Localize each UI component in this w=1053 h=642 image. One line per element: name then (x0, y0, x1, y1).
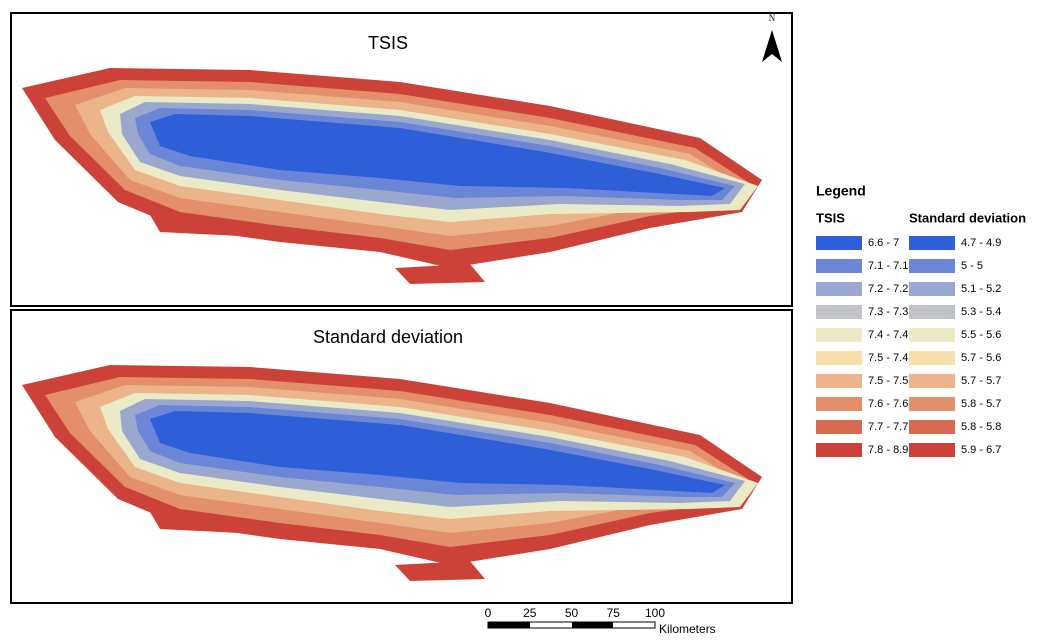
legend-label: 7.6 - 7.6 (868, 398, 908, 410)
scale-tick-label: 100 (645, 606, 665, 620)
legend-swatch (816, 351, 862, 365)
legend-swatch (816, 282, 862, 296)
legend-label: 5.7 - 5.6 (961, 352, 1001, 364)
legend-label: 7.1 - 7.1 (868, 260, 908, 272)
legend-label: 7.4 - 7.4 (868, 329, 908, 341)
legend-label: 5.9 - 6.7 (961, 444, 1001, 456)
legend-swatch (816, 259, 862, 273)
north-arrow (762, 30, 782, 62)
legend-heading: TSIS (816, 210, 845, 225)
legend-label: 4.7 - 4.9 (961, 237, 1001, 249)
panel-title: Standard deviation (313, 327, 463, 347)
legend-label: 5.7 - 5.7 (961, 375, 1001, 387)
scale-tick-label: 0 (485, 606, 492, 620)
legend-swatch (816, 305, 862, 319)
legend-label: 7.5 - 7.4 (868, 352, 908, 364)
panel-title: TSIS (368, 33, 408, 53)
legend-swatch (909, 397, 955, 411)
legend-swatch (909, 420, 955, 434)
legend-label: 6.6 - 7 (868, 237, 899, 249)
legend-swatch (816, 236, 862, 250)
legend-swatch (909, 259, 955, 273)
legend-label: 7.7 - 7.7 (868, 421, 908, 433)
north-label: N (769, 13, 776, 23)
legend-label: 5.1 - 5.2 (961, 283, 1001, 295)
legend-title: Legend (816, 183, 866, 199)
scale-tick-label: 75 (607, 606, 621, 620)
legend-swatch (909, 351, 955, 365)
legend-heading: Standard deviation (909, 210, 1026, 225)
legend-swatch (909, 328, 955, 342)
legend-swatch (909, 236, 955, 250)
legend-swatch (909, 443, 955, 457)
scale-tick-label: 25 (523, 606, 537, 620)
legend-swatch (816, 374, 862, 388)
legend-swatch (816, 420, 862, 434)
legend-label: 5.3 - 5.4 (961, 306, 1001, 318)
legend-label: 5.5 - 5.6 (961, 329, 1001, 341)
legend-label: 7.8 - 8.9 (868, 444, 908, 456)
legend-label: 5.8 - 5.7 (961, 398, 1001, 410)
legend-swatch (816, 397, 862, 411)
legend-label: 7.3 - 7.3 (868, 306, 908, 318)
legend-label: 5.8 - 5.8 (961, 421, 1001, 433)
scale-unit: Kilometers (659, 622, 716, 636)
legend-swatch (909, 282, 955, 296)
scale-tick-label: 50 (565, 606, 579, 620)
legend-swatch (816, 443, 862, 457)
legend-label: 5 - 5 (961, 260, 983, 272)
scale-bar (487, 621, 656, 629)
legend-label: 7.5 - 7.5 (868, 375, 908, 387)
legend-swatch (816, 328, 862, 342)
legend-swatch (909, 305, 955, 319)
legend-label: 7.2 - 7.2 (868, 283, 908, 295)
legend-swatch (909, 374, 955, 388)
